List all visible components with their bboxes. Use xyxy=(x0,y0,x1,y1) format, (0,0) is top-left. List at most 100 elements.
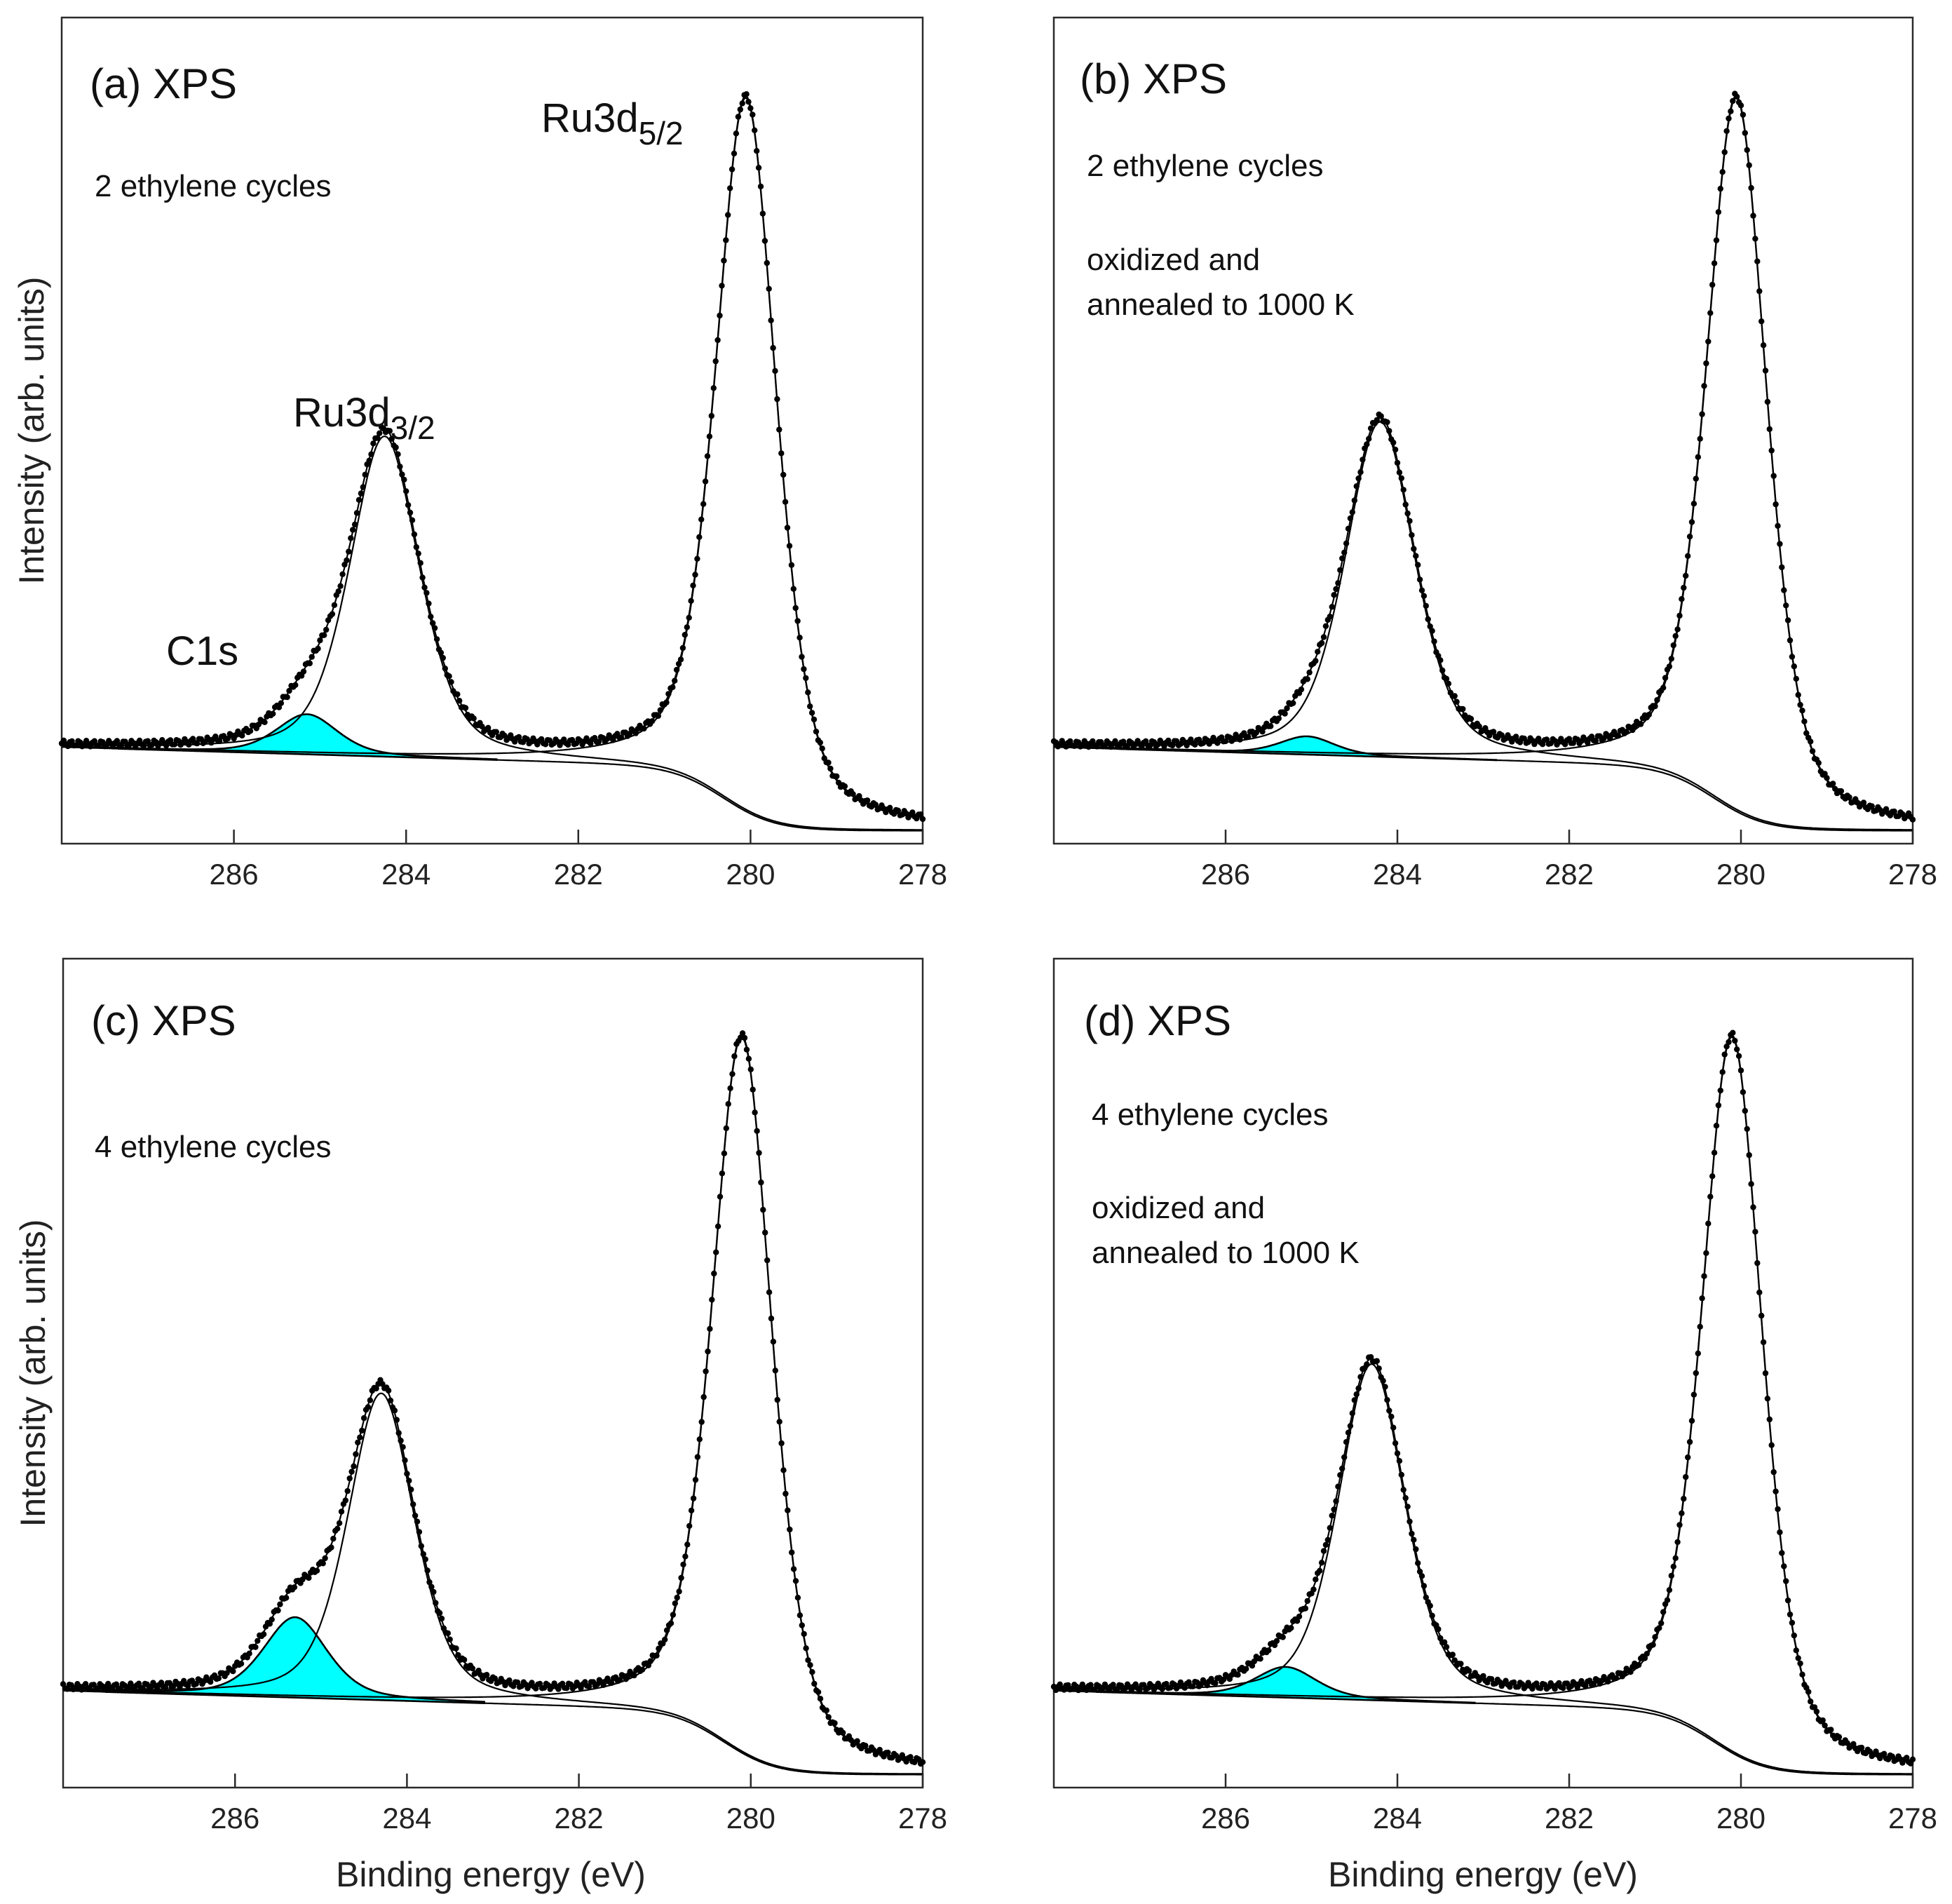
data-point xyxy=(1670,1563,1676,1569)
data-point xyxy=(1775,1506,1781,1513)
data-point xyxy=(469,1665,475,1672)
data-point xyxy=(639,1666,646,1673)
data-point xyxy=(709,1297,715,1303)
data-point xyxy=(447,1636,453,1642)
data-point xyxy=(1343,1439,1350,1445)
data-point xyxy=(1791,663,1797,670)
data-point xyxy=(770,1338,777,1345)
data-point xyxy=(1654,697,1660,703)
data-point xyxy=(350,527,356,533)
data-point xyxy=(917,811,924,818)
data-point xyxy=(834,773,840,780)
data-point xyxy=(1750,1204,1756,1210)
data-point xyxy=(431,1588,437,1595)
data-point xyxy=(1288,1625,1294,1631)
data-point xyxy=(1560,1684,1566,1692)
data-point xyxy=(407,509,414,516)
data-point xyxy=(1748,184,1754,191)
data-point xyxy=(1889,1753,1895,1760)
data-point xyxy=(388,436,395,442)
ru3d52-component xyxy=(61,97,923,819)
data-point xyxy=(1752,1229,1758,1235)
data-point xyxy=(1388,1413,1395,1420)
data-point xyxy=(1805,1689,1812,1695)
data-point xyxy=(409,517,416,523)
data-point xyxy=(1347,515,1354,522)
data-point xyxy=(1415,1560,1421,1567)
data-point xyxy=(344,1487,351,1494)
data-point xyxy=(283,1595,290,1601)
data-point xyxy=(485,724,492,731)
data-point xyxy=(1345,1429,1352,1436)
data-point xyxy=(330,1535,337,1542)
x-tick-label: 286 xyxy=(1201,1802,1250,1835)
data-point xyxy=(400,1444,406,1450)
data-point xyxy=(403,488,409,494)
data-point xyxy=(1690,501,1697,507)
data-point xyxy=(756,1149,762,1156)
x-tick-label: 284 xyxy=(382,1802,431,1835)
data-point xyxy=(1685,553,1691,559)
data-point xyxy=(811,1680,818,1687)
data-point xyxy=(1662,675,1669,681)
data-point xyxy=(1570,740,1576,746)
data-point xyxy=(1909,1756,1916,1762)
data-point xyxy=(1737,102,1744,109)
data-point xyxy=(1423,1594,1430,1601)
data-point xyxy=(395,1430,402,1436)
data-point xyxy=(269,1616,275,1623)
data-point xyxy=(313,1567,320,1574)
data-point xyxy=(1693,475,1699,482)
x-tick-label: 278 xyxy=(1888,1802,1937,1835)
data-point xyxy=(1795,1655,1801,1661)
data-point xyxy=(1355,475,1362,482)
data-point xyxy=(1752,236,1758,242)
data-point xyxy=(246,1650,252,1656)
data-point xyxy=(728,166,736,173)
data-point xyxy=(1646,711,1652,718)
data-point xyxy=(1449,1652,1456,1658)
data-point xyxy=(1416,1568,1423,1575)
data-point xyxy=(419,574,426,581)
data-point xyxy=(428,1584,435,1590)
data-point xyxy=(1666,1587,1673,1593)
data-point xyxy=(426,600,432,607)
data-point xyxy=(278,700,284,706)
x-tick-label: 278 xyxy=(1888,858,1937,891)
data-point xyxy=(1850,1741,1857,1747)
panel-d-title: (d) XPS xyxy=(1084,997,1231,1044)
data-point xyxy=(1679,596,1685,602)
data-point xyxy=(1306,669,1313,676)
data-point xyxy=(692,1476,699,1483)
x-tick-label: 278 xyxy=(898,1802,947,1835)
data-point xyxy=(1719,169,1726,175)
data-point xyxy=(351,1463,357,1469)
data-point xyxy=(362,471,368,478)
data-point xyxy=(404,1471,410,1477)
data-point xyxy=(1441,1639,1448,1645)
data-point xyxy=(1652,1634,1658,1640)
data-point xyxy=(360,1415,367,1422)
data-point xyxy=(1320,634,1327,640)
data-point xyxy=(385,1387,392,1394)
data-point xyxy=(1349,509,1356,515)
data-point xyxy=(215,1675,222,1682)
data-point xyxy=(823,1707,830,1714)
data-point xyxy=(1605,1678,1611,1684)
data-point xyxy=(455,1652,461,1659)
data-point xyxy=(355,1439,361,1446)
data-point xyxy=(359,1427,365,1434)
data-point xyxy=(710,385,717,391)
data-point xyxy=(731,1053,738,1060)
data-point xyxy=(1674,626,1681,633)
data-point xyxy=(1407,1518,1413,1525)
peak-label-ru3d52-sub: 5/2 xyxy=(639,115,684,151)
data-point xyxy=(1357,1374,1364,1380)
data-point xyxy=(1701,1273,1707,1279)
data-point xyxy=(224,736,231,742)
data-point xyxy=(663,699,670,705)
data-point xyxy=(714,337,721,344)
data-point xyxy=(1273,1638,1280,1645)
data-point xyxy=(402,1457,408,1464)
